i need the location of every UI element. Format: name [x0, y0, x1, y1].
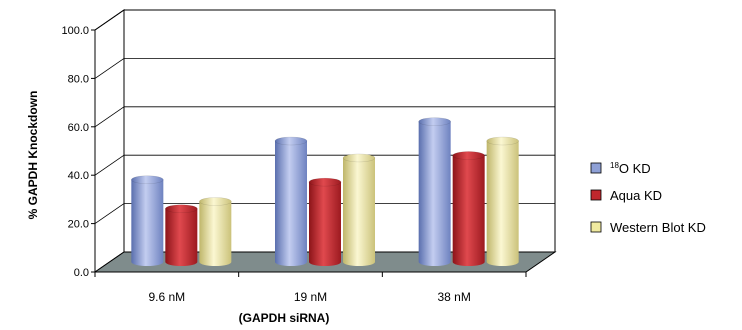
gridline-side — [94, 106, 125, 128]
gridline-side — [94, 154, 125, 176]
y-tick-label: 0.0 — [74, 267, 89, 279]
bar-top-0-1 — [274, 136, 308, 146]
x-tick-label: 38 nM — [437, 290, 470, 304]
x-axis-labels: 9.6 nM 19 nM 38 nM — [94, 272, 527, 304]
y-tick-label: 60.0 — [68, 122, 89, 134]
bars — [131, 117, 519, 266]
legend-swatch-western — [590, 221, 602, 233]
bar-top-1-1 — [308, 177, 342, 187]
bar-top-1-0 — [165, 204, 198, 214]
bar-top-2-1 — [342, 153, 376, 163]
legend-swatch-18o — [590, 162, 602, 174]
x-tick-label: 19 nM — [294, 290, 327, 304]
legend-label-18o: 18O KD — [610, 161, 651, 176]
bar-2-1 — [343, 157, 375, 266]
legend-label-aqua: Aqua KD — [610, 188, 662, 203]
bar-top-2-0 — [199, 197, 232, 206]
bar-top-0-2 — [418, 117, 451, 126]
x-axis-title: (GAPDH siRNA) — [239, 311, 330, 325]
bar-1-0 — [165, 208, 198, 266]
gridline-side — [94, 58, 125, 79]
y-axis-title: % GAPDH Knockdown — [26, 91, 40, 220]
bar-0-1 — [275, 141, 307, 266]
x-tick-label: 9.6 nM — [148, 290, 185, 304]
bar-0-0 — [131, 179, 164, 266]
bar-top-1-2 — [452, 151, 485, 160]
legend-swatch-aqua — [590, 189, 602, 201]
y-tick-label: 20.0 — [68, 219, 89, 231]
gridline-side — [94, 9, 125, 31]
legend-label-western: Western Blot KD — [610, 220, 706, 235]
bar-1-1 — [309, 182, 341, 266]
y-tick-label: 40.0 — [68, 170, 89, 182]
gridline-side — [94, 203, 125, 224]
legend: 18O KD Aqua KD Western Blot KD — [590, 161, 706, 235]
bar-0-2 — [418, 121, 451, 266]
bar-top-0-0 — [131, 175, 164, 184]
bar-2-2 — [486, 141, 519, 266]
bar-1-2 — [452, 155, 485, 266]
bar-top-2-2 — [486, 136, 519, 146]
y-axis-ticks: 0.0 20.0 40.0 60.0 80.0 100.0 — [61, 25, 95, 279]
y-tick-label: 80.0 — [68, 73, 89, 85]
y-tick-label: 100.0 — [61, 25, 89, 37]
bar-2-0 — [199, 201, 232, 266]
plot-side-wall — [94, 9, 125, 273]
